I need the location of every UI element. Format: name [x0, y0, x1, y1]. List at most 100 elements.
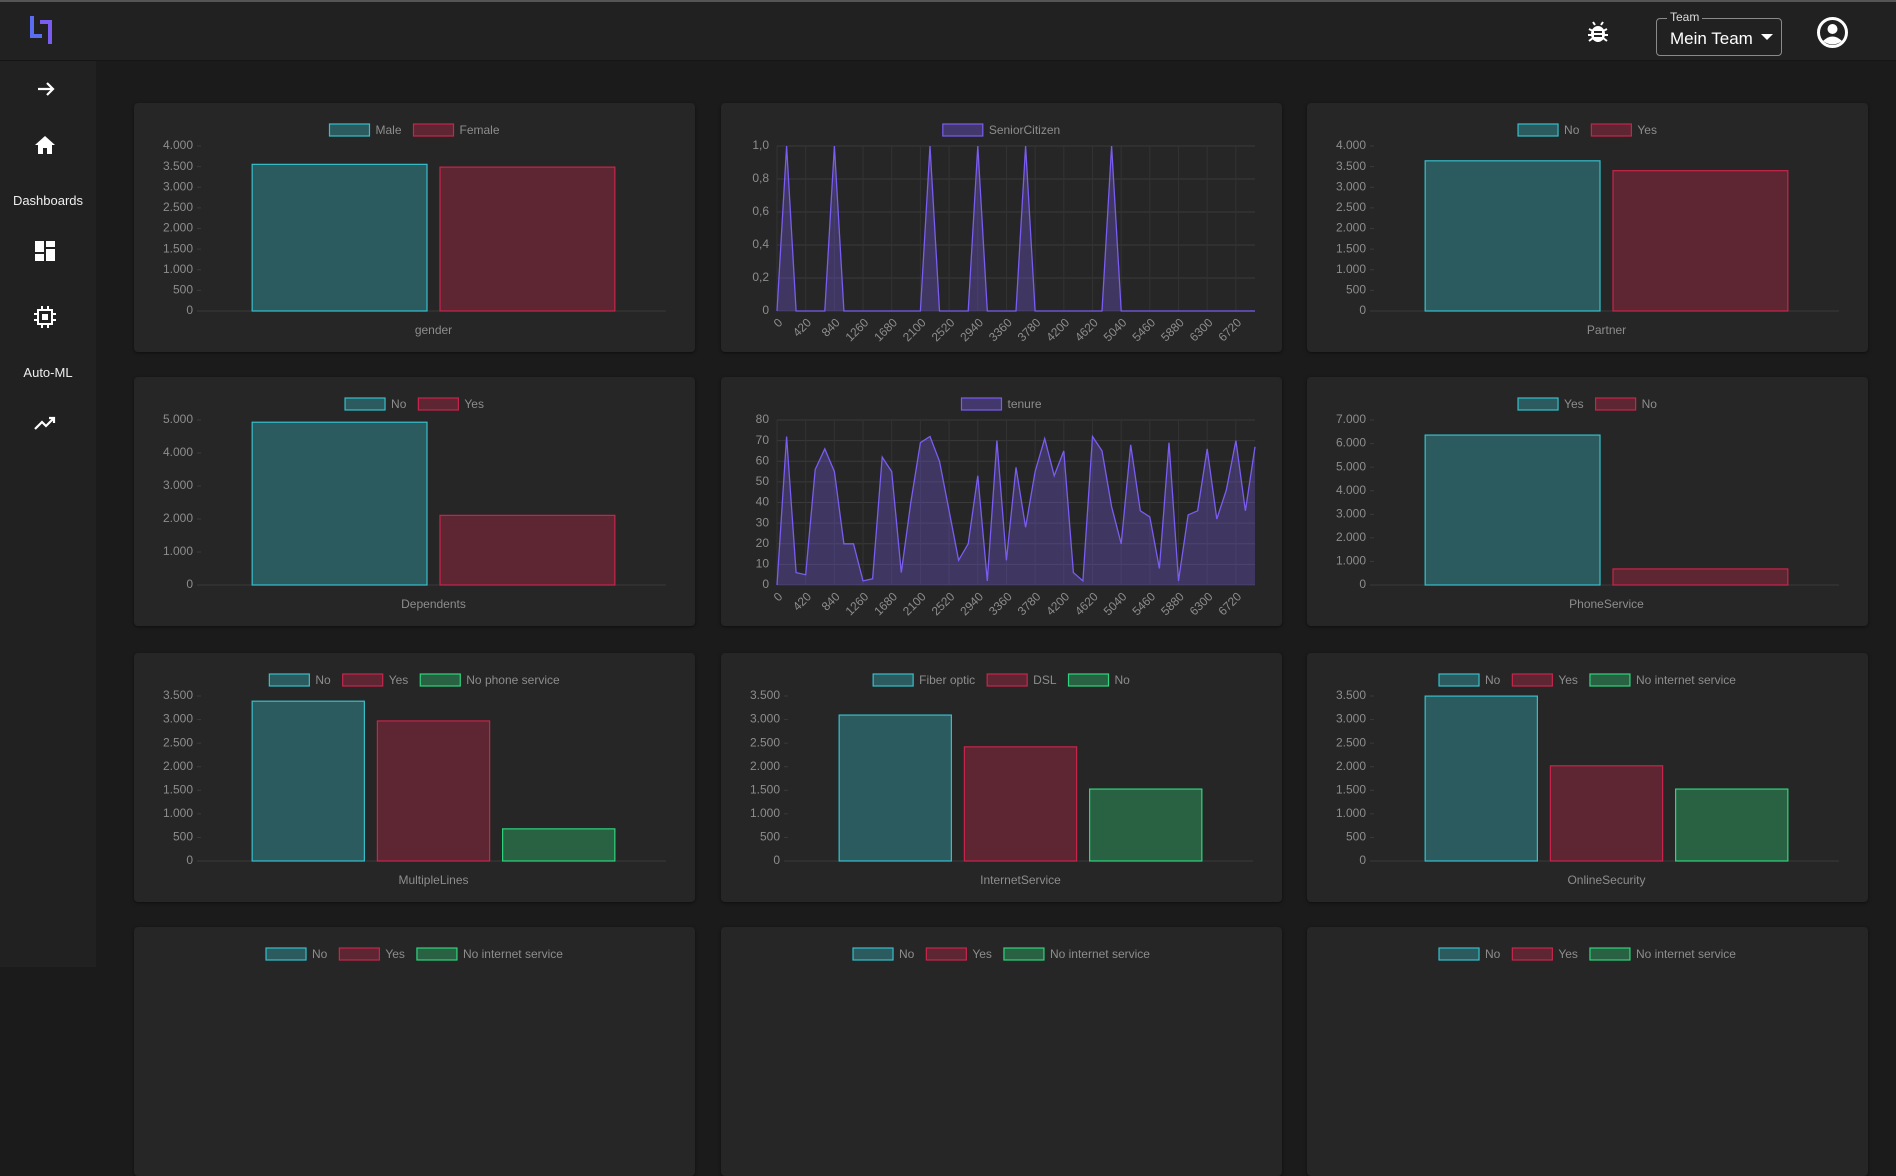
y-tick-label: 500	[1346, 830, 1366, 844]
y-tick-label: 1.500	[1336, 241, 1366, 255]
legend-label: No internet service	[463, 947, 563, 961]
chart: Yes No 0 1.000 2.000 3.000 4.000 5.000 6.000 7.00…	[1336, 397, 1839, 611]
chart: No Yes No internet service	[265, 947, 563, 961]
x-tick-label: 2100	[900, 315, 929, 344]
legend-label: No	[1642, 397, 1658, 411]
legend-label: tenure	[1007, 397, 1041, 411]
bar	[1612, 170, 1789, 312]
x-tick-label: 1260	[843, 589, 872, 618]
legend-label: No	[899, 947, 915, 961]
y-tick-label: 500	[760, 830, 780, 844]
legend-label: No	[1115, 673, 1131, 687]
legend-label: Yes	[385, 947, 405, 961]
bar	[439, 166, 616, 312]
y-tick-label: 4.000	[163, 138, 193, 152]
automl-icon[interactable]	[34, 306, 56, 328]
chart: No Yes 0 1.000 2.000 3.000 4.000 5.000 Dependent…	[163, 397, 666, 611]
x-tick-label: 3360	[986, 315, 1015, 344]
y-tick-label: 2.000	[1336, 530, 1366, 544]
y-tick-label: 500	[173, 283, 193, 297]
x-tick-label: 4200	[1043, 315, 1072, 344]
y-tick-label: 0,8	[752, 171, 769, 185]
y-tick-label: 5.000	[1336, 459, 1366, 473]
legend-label: Yes	[389, 673, 409, 687]
team-select[interactable]: Team Mein Team	[1656, 10, 1782, 56]
x-axis-label: Dependents	[401, 597, 466, 611]
y-tick-label: 0,4	[752, 237, 769, 251]
y-tick-label: 2.000	[163, 511, 193, 525]
legend-label: No	[1564, 123, 1580, 137]
legend-label: Male	[375, 123, 401, 137]
legend-swatch	[986, 673, 1028, 687]
y-tick-label: 30	[756, 515, 770, 529]
legend-label: No internet service	[1636, 673, 1736, 687]
legend: Fiber optic DSL No	[872, 673, 1131, 687]
y-tick-label: 500	[1346, 283, 1366, 297]
legend-swatch	[1517, 123, 1559, 137]
trend-icon[interactable]	[34, 415, 56, 431]
chart-card: Male Female 0 500 1.000 1.500 2.000 2.500 3.000 3…	[134, 103, 695, 352]
y-tick-label: 1.000	[163, 544, 193, 558]
team-label: Team	[1667, 10, 1703, 24]
x-axis-label: MultipleLines	[398, 873, 468, 887]
chart-card: No Yes No phone service 0 500 1.000 1.500 2.000…	[134, 653, 695, 902]
y-tick-label: 2.500	[1336, 200, 1366, 214]
logo[interactable]	[28, 14, 56, 46]
y-tick-label: 40	[756, 495, 770, 509]
x-tick-label: 5880	[1158, 589, 1187, 618]
y-tick-label: 2.500	[1336, 735, 1366, 749]
y-tick-label: 0,2	[752, 270, 769, 284]
y-tick-label: 1.000	[750, 806, 780, 820]
legend-swatch	[419, 673, 461, 687]
y-tick-label: 60	[756, 453, 770, 467]
x-tick-label: 6300	[1187, 589, 1216, 618]
y-tick-label: 3.000	[1336, 179, 1366, 193]
y-tick-label: 0,6	[752, 204, 769, 218]
team-name: Mein Team	[1670, 29, 1753, 48]
legend-label: Yes	[972, 947, 992, 961]
chart-card: Fiber optic DSL No 0 500 1.000 1.500 2.000 2.500…	[721, 653, 1282, 902]
y-tick-label: 1.500	[163, 241, 193, 255]
x-axis-label: OnlineSecurity	[1567, 873, 1645, 887]
dropdown-arrow	[1761, 34, 1773, 40]
y-tick-label: 1.000	[163, 806, 193, 820]
legend: No Yes No phone service	[268, 673, 560, 687]
x-axis-label: InternetService	[980, 873, 1061, 887]
legend: No Yes No internet service	[852, 947, 1150, 961]
bar	[439, 514, 616, 586]
expand-icon[interactable]	[36, 79, 56, 99]
legend-label: Yes	[1637, 123, 1657, 137]
y-tick-label: 1.500	[1336, 782, 1366, 796]
x-tick-label: 5040	[1101, 315, 1130, 344]
nav-dashboards[interactable]: Dashboards	[12, 193, 84, 208]
legend-swatch	[265, 947, 307, 961]
legend-swatch	[344, 397, 386, 411]
dashboard-icon[interactable]	[35, 241, 55, 261]
y-tick-label: 2.000	[750, 759, 780, 773]
bar	[1549, 765, 1664, 862]
home-icon[interactable]	[34, 134, 56, 156]
x-tick-label: 2520	[929, 315, 958, 344]
chart: No Yes No phone service 0 500 1.000 1.500 2.000…	[163, 673, 666, 887]
legend-label: No	[315, 673, 331, 687]
x-tick-label: 4200	[1043, 589, 1072, 618]
bug-icon[interactable]	[1586, 20, 1610, 44]
legend-swatch	[1438, 673, 1480, 687]
chart-card: Yes No 0 1.000 2.000 3.000 4.000 5.000 6.000 7.00…	[1307, 377, 1868, 626]
chart-card: tenure 0 10 20 30 40 50 60 70 80 0 420 840 1260 1680 21…	[721, 377, 1282, 626]
legend-swatch	[1067, 673, 1110, 687]
y-tick-label: 2.000	[1336, 221, 1366, 235]
y-tick-label: 7.000	[1336, 412, 1366, 426]
line	[776, 434, 1256, 586]
chart: SeniorCitizen 0 0,2 0,4 0,6 0,8 1,0 0 420 840 1260…	[752, 123, 1255, 344]
bar	[1424, 434, 1601, 586]
x-tick-label: 6720	[1215, 589, 1244, 618]
nav-automl[interactable]: Auto-ML	[23, 365, 73, 380]
bar	[1424, 695, 1538, 862]
area	[777, 146, 1255, 311]
x-tick-label: 2100	[900, 589, 929, 618]
legend: No Yes No internet service	[265, 947, 563, 961]
y-tick-label: 3.500	[163, 159, 193, 173]
legend-swatch	[1511, 673, 1553, 687]
user-icon[interactable]	[1817, 17, 1848, 48]
